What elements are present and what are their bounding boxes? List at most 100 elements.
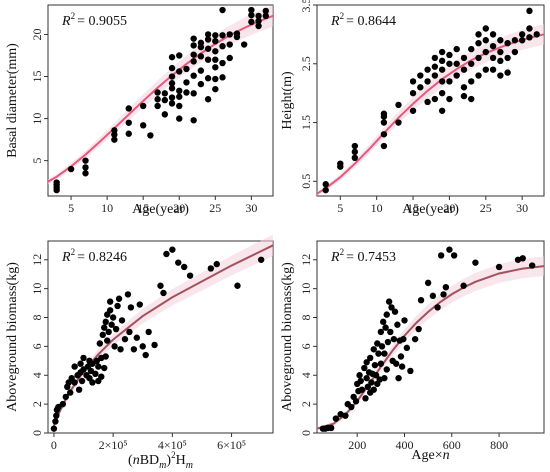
data-point (186, 272, 194, 279)
data-point (168, 100, 176, 107)
x-tick-label: 15 (407, 201, 419, 215)
data-point (204, 36, 212, 43)
data-point (133, 334, 141, 341)
x-axis-title: Age×n (411, 448, 449, 463)
data-point (460, 282, 467, 289)
data-point (197, 39, 205, 47)
data-point (226, 31, 233, 38)
data-point (98, 373, 105, 380)
data-point (92, 370, 99, 378)
data-point (168, 73, 176, 80)
data-point (204, 96, 212, 103)
x-tick-label: 20 (443, 201, 455, 215)
r-squared-exponent: 2 (71, 247, 76, 257)
y-tick-label: 20 (30, 28, 44, 40)
confidence-band (53, 234, 273, 428)
data-point (450, 252, 458, 259)
data-point (489, 54, 497, 62)
data-point (197, 67, 205, 74)
data-point (382, 324, 389, 331)
data-point (80, 354, 87, 362)
x-axis-title-part: n (133, 453, 140, 468)
data-point (71, 379, 78, 386)
data-point (504, 69, 511, 76)
data-point (176, 87, 183, 95)
data-point (363, 359, 370, 366)
data-point (67, 389, 74, 396)
x-tick-label: 5 (337, 201, 343, 215)
x-axis-title: (nBDm)2Hm (128, 450, 193, 471)
y-tick-label: 15 (30, 71, 44, 83)
data-point (219, 43, 226, 50)
data-point (212, 32, 219, 39)
data-point (204, 75, 212, 82)
data-point (248, 6, 255, 14)
y-tick-label: 5 (30, 158, 44, 164)
data-point (124, 291, 132, 298)
data-point (468, 45, 475, 53)
x-tick-label: 25 (480, 201, 492, 215)
data-point (337, 160, 344, 167)
data-point (175, 259, 182, 266)
data-point (176, 93, 183, 100)
data-point (332, 415, 340, 422)
y-tick-label: 2.5 (299, 56, 313, 71)
data-point (351, 154, 359, 161)
x-tick-label: 20 (173, 201, 185, 215)
data-point (121, 335, 129, 343)
data-point (139, 343, 146, 350)
data-point (105, 328, 112, 336)
data-point (161, 90, 169, 97)
data-point (204, 56, 212, 63)
data-point (377, 360, 385, 367)
x-tick-label: 2×10⁵ (99, 438, 128, 452)
data-point (115, 295, 123, 302)
data-point (446, 95, 453, 103)
x-axis-title-part: m (159, 460, 166, 471)
data-point (352, 398, 360, 405)
x-axis-title-part: 2 (171, 450, 176, 460)
y-tick-label: 8 (30, 315, 44, 321)
data-point (53, 412, 60, 419)
x-axis-title-main: Age(year) (132, 202, 189, 217)
data-point (255, 12, 262, 20)
data-point (438, 57, 446, 65)
r-squared-symbol: R (61, 250, 71, 265)
data-point (226, 54, 233, 62)
data-point (176, 52, 183, 59)
data-point (497, 48, 504, 56)
data-point (157, 282, 164, 289)
x-tick-label: 0 (51, 438, 57, 452)
data-point (409, 78, 417, 85)
data-point (362, 395, 369, 402)
data-point (204, 31, 212, 38)
data-point (372, 372, 380, 379)
x-axis-title-part: ) (166, 453, 171, 468)
data-point (219, 74, 226, 81)
data-point (257, 256, 265, 263)
data-point (351, 142, 359, 150)
data-point (160, 289, 167, 297)
data-point (139, 102, 147, 110)
data-point (397, 353, 405, 360)
data-point (248, 11, 255, 19)
data-point (468, 78, 475, 85)
data-point (125, 105, 132, 112)
x-tick-label: 800 (490, 438, 508, 452)
x-axis-title-main: Age× (411, 448, 442, 463)
data-point (446, 51, 453, 59)
r-squared-value: = 0.7453 (346, 250, 396, 265)
data-point (390, 335, 398, 343)
y-tick-label: 6 (299, 343, 313, 349)
data-point (190, 42, 197, 49)
data-point (358, 386, 366, 393)
data-point (453, 72, 460, 79)
data-point (504, 40, 511, 47)
x-tick-label: 4×10⁵ (158, 438, 187, 452)
data-point (101, 364, 108, 372)
data-point (147, 132, 154, 139)
data-point (151, 341, 158, 349)
data-point (101, 324, 108, 331)
data-point (99, 331, 106, 339)
y-tick-label: 1.5 (299, 115, 313, 130)
